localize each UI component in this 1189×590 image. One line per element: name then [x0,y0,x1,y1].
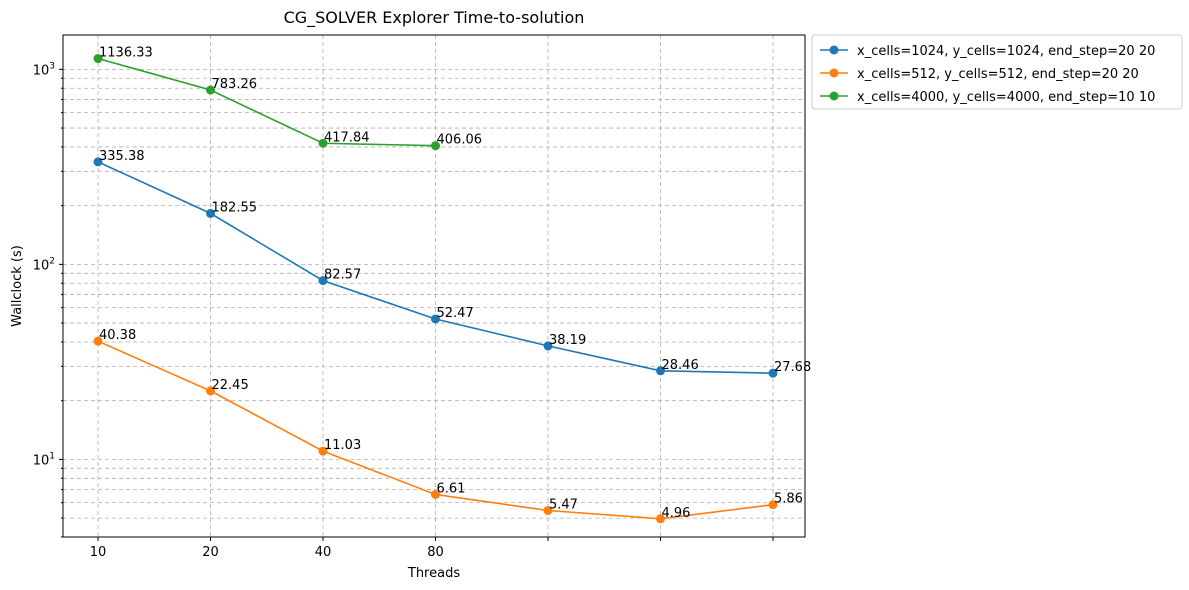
legend-marker [829,91,839,101]
data-label: 1136.33 [99,46,153,61]
legend-box [811,34,1183,110]
data-label: 783.26 [212,77,258,92]
x-axis-label: Threads [407,566,460,581]
data-label: 417.84 [324,130,370,145]
data-point [431,489,440,499]
data-point [656,514,665,524]
data-point [318,138,328,148]
x-tick-label: 10 [90,545,107,560]
y-axis-label: Wallclock (s) [10,245,25,327]
data-point [431,141,440,151]
y-tick-label: 103 [33,61,55,78]
data-label: 22.45 [212,378,249,393]
x-tick-label: 80 [427,545,444,560]
data-point [93,54,103,64]
data-point [543,505,553,515]
data-label: 27.68 [774,360,811,375]
data-point [318,446,328,456]
data-label: 38.19 [549,333,586,348]
x-axis: 10 20 40 80 [90,537,774,560]
data-point [93,157,103,167]
plot-frame [62,34,806,538]
data-label: 40.38 [99,328,136,343]
series-layer [93,54,778,524]
data-point [318,276,328,286]
data-label: 5.86 [774,492,803,507]
data-label: 6.61 [437,481,466,496]
data-label: 5.47 [549,497,578,512]
x-tick-label: 40 [315,545,332,560]
data-label: 335.38 [99,149,145,164]
data-point [656,366,665,376]
y-tick-label: 102 [33,256,55,273]
data-point [93,336,103,346]
y-tick-label: 101 [33,451,55,468]
grid [63,35,805,538]
data-labels: 335.38 182.55 82.57 52.47 38.19 28.46 27.68 40.… [99,46,811,521]
legend-marker [829,68,839,78]
chart-title: CG_SOLVER Explorer Time-to-solution [284,8,585,28]
series-line-3 [97,57,436,147]
data-label: 4.96 [662,506,691,521]
legend: x_cells=1024, y_cells=1024, end_step=20 … [811,34,1183,110]
data-label: 406.06 [437,133,483,148]
y-axis: 101 102 103 [33,61,63,538]
data-point [768,500,778,510]
x-tick-label: 20 [202,545,219,560]
data-label: 182.55 [212,200,258,215]
legend-entry-label: x_cells=4000, y_cells=4000, end_step=10 … [857,90,1155,105]
data-label: 11.03 [324,438,361,453]
data-point [543,341,553,351]
data-point [206,386,215,396]
legend-marker [829,45,839,55]
data-point [768,368,778,378]
legend-entry-label: x_cells=1024, y_cells=1024, end_step=20 … [857,44,1155,59]
legend-entry-label: x_cells=512, y_cells=512, end_step=20 20 [857,67,1139,82]
data-label: 52.47 [437,306,474,321]
data-label: 28.46 [662,358,699,373]
data-label: 82.57 [324,268,361,283]
data-point [206,208,215,218]
data-point [206,85,215,95]
data-point [431,314,440,324]
